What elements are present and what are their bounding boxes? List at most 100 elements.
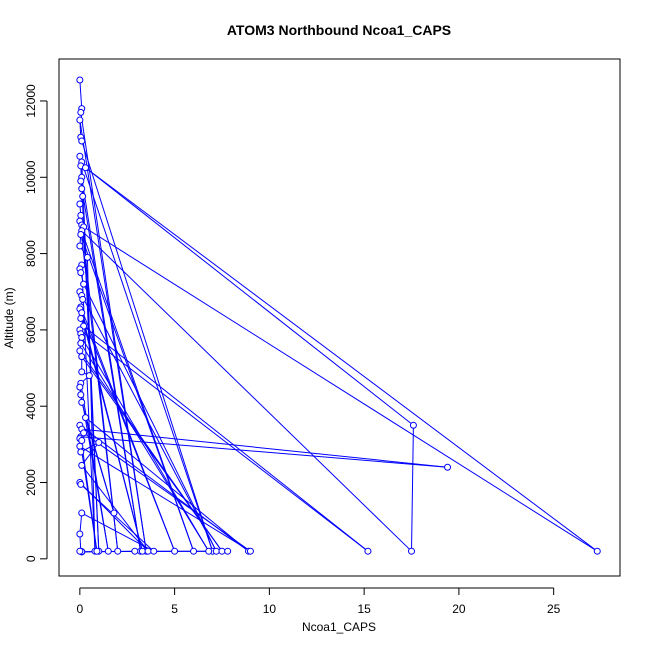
series-segment	[79, 512, 83, 535]
series-segment	[81, 428, 448, 468]
data-point	[77, 231, 85, 239]
data-point	[114, 547, 122, 555]
data-point	[82, 414, 90, 422]
x-axis: 0 5 10 15 20 25	[77, 587, 561, 616]
y-tick-label: 6000	[24, 316, 38, 343]
data-point	[77, 177, 85, 185]
data-point	[171, 547, 179, 555]
data-point	[246, 547, 254, 555]
y-tick-label: 0	[24, 555, 38, 562]
series-segment	[79, 438, 98, 552]
data-point	[224, 547, 232, 555]
series-segment	[81, 512, 154, 552]
data-point	[78, 398, 86, 406]
y-axis-label: Altitude (m)	[2, 287, 16, 348]
series-segment	[411, 425, 414, 552]
series-lines	[79, 79, 598, 553]
series-segment	[79, 445, 251, 552]
data-point	[93, 547, 101, 555]
y-tick-label: 10000	[24, 160, 38, 194]
series-segment	[79, 291, 217, 552]
data-point	[77, 108, 85, 116]
data-point	[76, 383, 84, 391]
series-segment	[85, 167, 598, 552]
data-point	[76, 347, 84, 355]
data-point	[78, 461, 86, 469]
data-point	[80, 280, 88, 288]
data-point	[76, 152, 84, 160]
series-segment	[79, 329, 369, 552]
series-points	[76, 76, 601, 556]
data-point	[150, 547, 158, 555]
data-point	[409, 421, 417, 429]
data-point	[76, 530, 84, 538]
data-point	[76, 116, 84, 124]
data-point	[76, 242, 84, 250]
data-point	[131, 547, 139, 555]
data-point	[77, 314, 85, 322]
series-segment	[81, 442, 100, 466]
data-point	[444, 463, 452, 471]
data-point	[218, 547, 226, 555]
data-point	[78, 334, 86, 342]
x-axis-label: Ncoa1_CAPS	[302, 620, 376, 634]
data-point	[77, 339, 85, 347]
data-point	[593, 547, 601, 555]
x-tick-label: 10	[263, 602, 277, 616]
data-point	[82, 164, 90, 172]
series-segment	[79, 221, 119, 552]
data-point	[212, 547, 220, 555]
data-point	[78, 509, 86, 517]
data-point	[76, 547, 84, 555]
data-point	[76, 200, 84, 208]
data-point	[78, 353, 86, 361]
data-point	[104, 547, 112, 555]
data-point	[80, 429, 88, 437]
x-tick-label: 20	[452, 602, 466, 616]
series-segment	[85, 417, 249, 552]
data-point	[77, 480, 85, 488]
series-segment	[79, 156, 213, 552]
data-point	[205, 547, 213, 555]
data-point	[144, 547, 152, 555]
x-tick-label: 0	[77, 602, 84, 616]
data-point	[83, 253, 91, 261]
data-point	[85, 372, 93, 380]
data-point	[79, 295, 87, 303]
data-point	[78, 309, 86, 317]
chart-title: ATOM3 Northbound Ncoa1_CAPS	[227, 22, 451, 38]
y-tick-label: 8000	[24, 240, 38, 267]
series-segment	[80, 484, 155, 552]
data-point	[138, 547, 146, 555]
series-segment	[80, 342, 210, 552]
data-point	[77, 211, 85, 219]
data-point	[110, 509, 118, 517]
data-point	[78, 185, 86, 193]
y-tick-label: 12000	[24, 84, 38, 118]
data-point	[76, 76, 84, 84]
data-point	[78, 137, 86, 145]
series-segment	[79, 79, 83, 109]
x-tick-label: 5	[171, 602, 178, 616]
series-segment	[80, 436, 448, 468]
series-segment	[83, 226, 598, 552]
series-segment	[79, 308, 176, 552]
x-tick-label: 25	[547, 602, 561, 616]
series-segment	[83, 325, 369, 552]
series-segment	[79, 119, 147, 552]
data-point	[77, 448, 85, 456]
data-point	[95, 438, 103, 446]
series-segment	[81, 140, 213, 552]
data-point	[76, 442, 84, 450]
data-point	[77, 269, 85, 277]
y-tick-label: 2000	[24, 469, 38, 496]
series-segment	[81, 230, 412, 552]
y-tick-label: 4000	[24, 393, 38, 420]
series-segment	[85, 167, 414, 426]
plot-frame	[58, 58, 621, 577]
data-point	[77, 391, 85, 399]
series-segment	[83, 432, 251, 552]
series-segment	[86, 257, 96, 552]
data-point	[408, 547, 416, 555]
